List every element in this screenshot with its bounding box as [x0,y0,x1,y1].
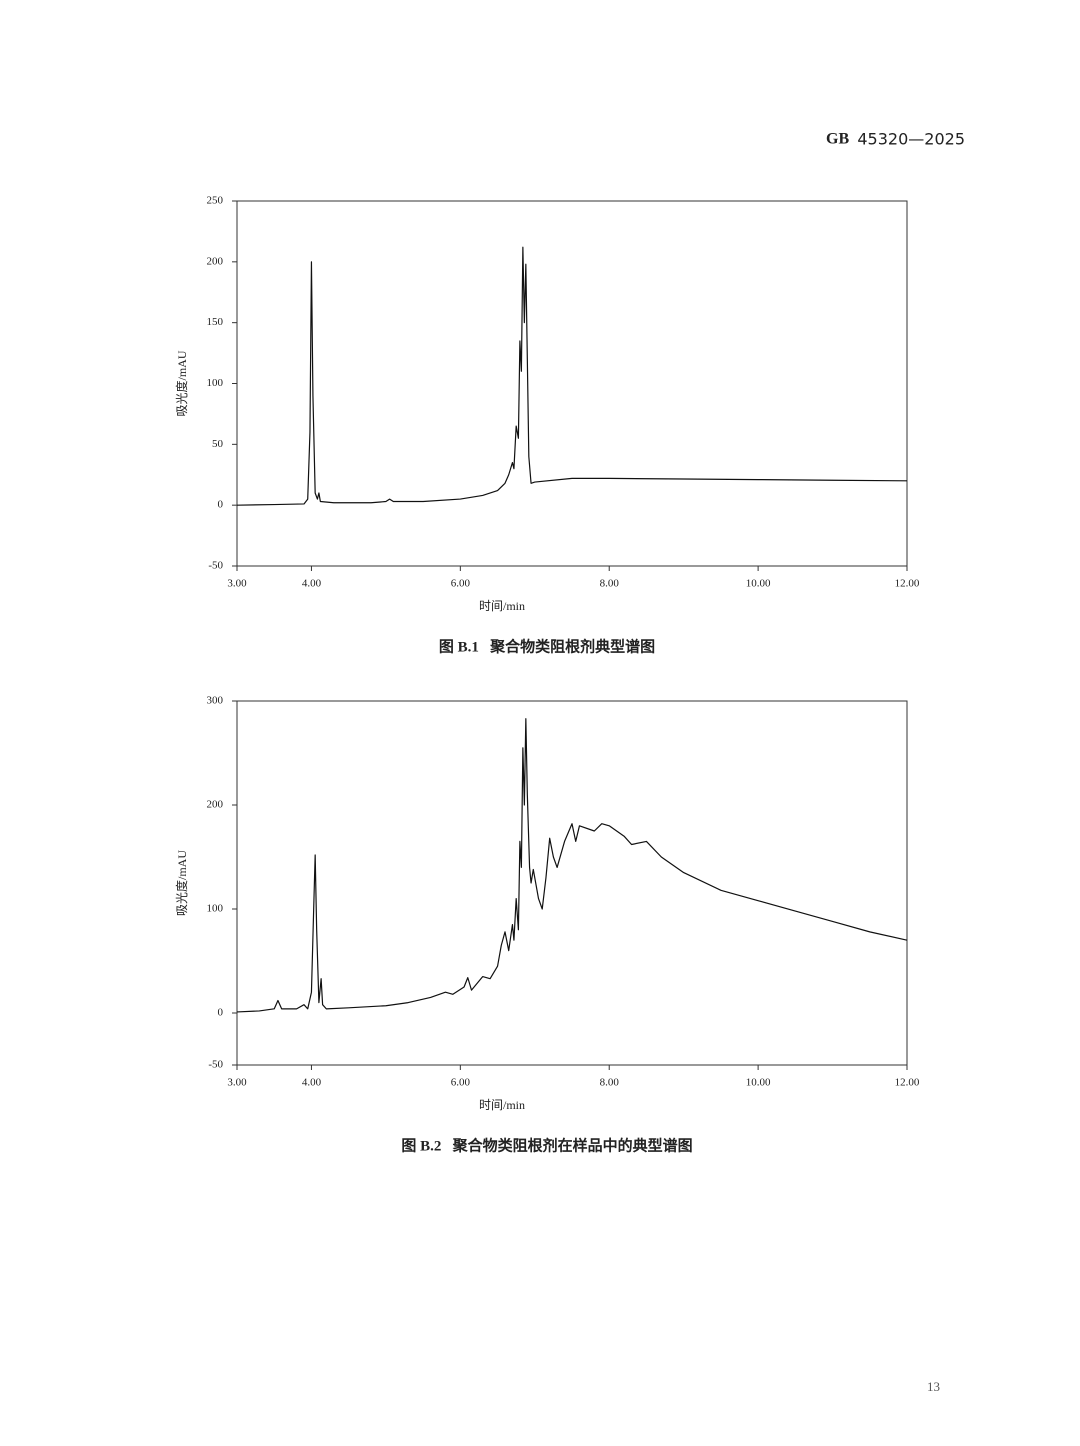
y-tick-label: -50 [208,1059,223,1071]
y-axis-label: 吸光度/mAU [174,350,189,416]
y-tick-label: 100 [207,903,224,915]
x-tick-label: 10.00 [746,578,771,590]
y-tick-label: 50 [212,438,224,450]
x-tick-label: 4.00 [302,578,322,590]
x-axis-label: 时间/min [479,599,525,613]
standard-code: GB [826,131,849,148]
y-tick-label: 100 [207,377,224,389]
x-tick-label: 12.00 [895,1077,920,1089]
chromatogram-line [236,246,908,506]
plot-frame [236,200,908,567]
x-tick-label: 6.00 [451,578,471,590]
x-tick-label: 12.00 [895,578,920,590]
chromatogram-line [236,718,908,1013]
standard-number: 45320—2025 [857,130,965,149]
x-tick-label: 3.00 [227,1077,247,1089]
x-tick-label: 8.00 [600,1077,620,1089]
y-tick-label: 200 [207,255,224,267]
y-tick-label: 0 [218,499,224,511]
x-axis-label: 时间/min [479,1098,525,1112]
y-tick-label: -50 [208,560,223,572]
figure-caption: 图 B.2 聚合物类阻根剂在样品中的典型谱图 [401,1136,692,1154]
y-axis-label: 吸光度/mAU [174,850,189,916]
figure-caption: 图 B.1 聚合物类阻根剂典型谱图 [439,637,655,655]
x-tick-label: 4.00 [302,1077,322,1089]
y-tick-label: 250 [207,195,224,207]
x-tick-label: 6.00 [451,1077,471,1089]
x-tick-label: 3.00 [227,578,247,590]
y-tick-label: 0 [218,1007,224,1019]
x-tick-label: 10.00 [746,1077,771,1089]
page-number: 13 [927,1379,940,1394]
y-tick-label: 150 [207,316,224,328]
y-tick-label: 300 [207,695,224,707]
x-tick-label: 8.00 [600,578,620,590]
plot-frame [236,700,908,1066]
y-tick-label: 200 [207,799,224,811]
